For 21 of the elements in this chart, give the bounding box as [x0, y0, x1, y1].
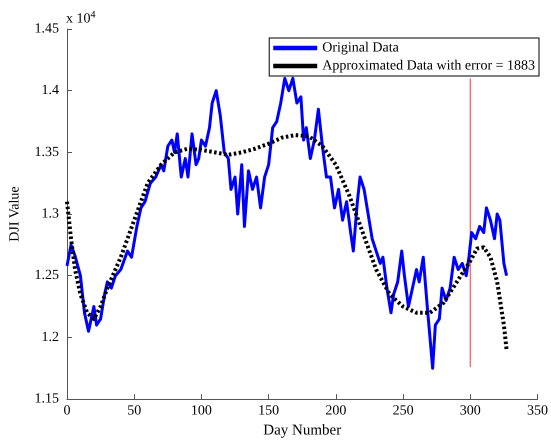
y-tick-label: 1.45 [34, 22, 59, 36]
legend-label: Approximated Data with error = 1883 [322, 58, 536, 74]
y-tick-label: 1.25 [34, 268, 59, 284]
y-axis-title: DJI Value [8, 186, 22, 242]
x-tick-label: 300 [460, 404, 481, 419]
y-tick-label: 1.4 [42, 83, 59, 98]
x-axis-title: Day Number [263, 422, 342, 438]
x-tick-label: 50 [127, 404, 142, 419]
x-tick-label: 250 [392, 404, 414, 419]
y-tick-label: 1.35 [34, 144, 59, 160]
y-tick-label: 1.3 [42, 206, 59, 222]
x-tick-label: 350 [527, 404, 548, 419]
line-series [66, 76, 508, 370]
y-tick-label: 1.2 [42, 330, 59, 345]
x-tick-label: 150 [258, 404, 280, 419]
line-series [65, 133, 509, 352]
legend-label: Original Data [322, 40, 400, 56]
x-tick-label: 100 [190, 404, 212, 419]
y-tick-label: 1.15 [34, 392, 59, 407]
x-tick-label: 200 [325, 404, 346, 419]
x-tick-label: 0 [64, 404, 70, 419]
